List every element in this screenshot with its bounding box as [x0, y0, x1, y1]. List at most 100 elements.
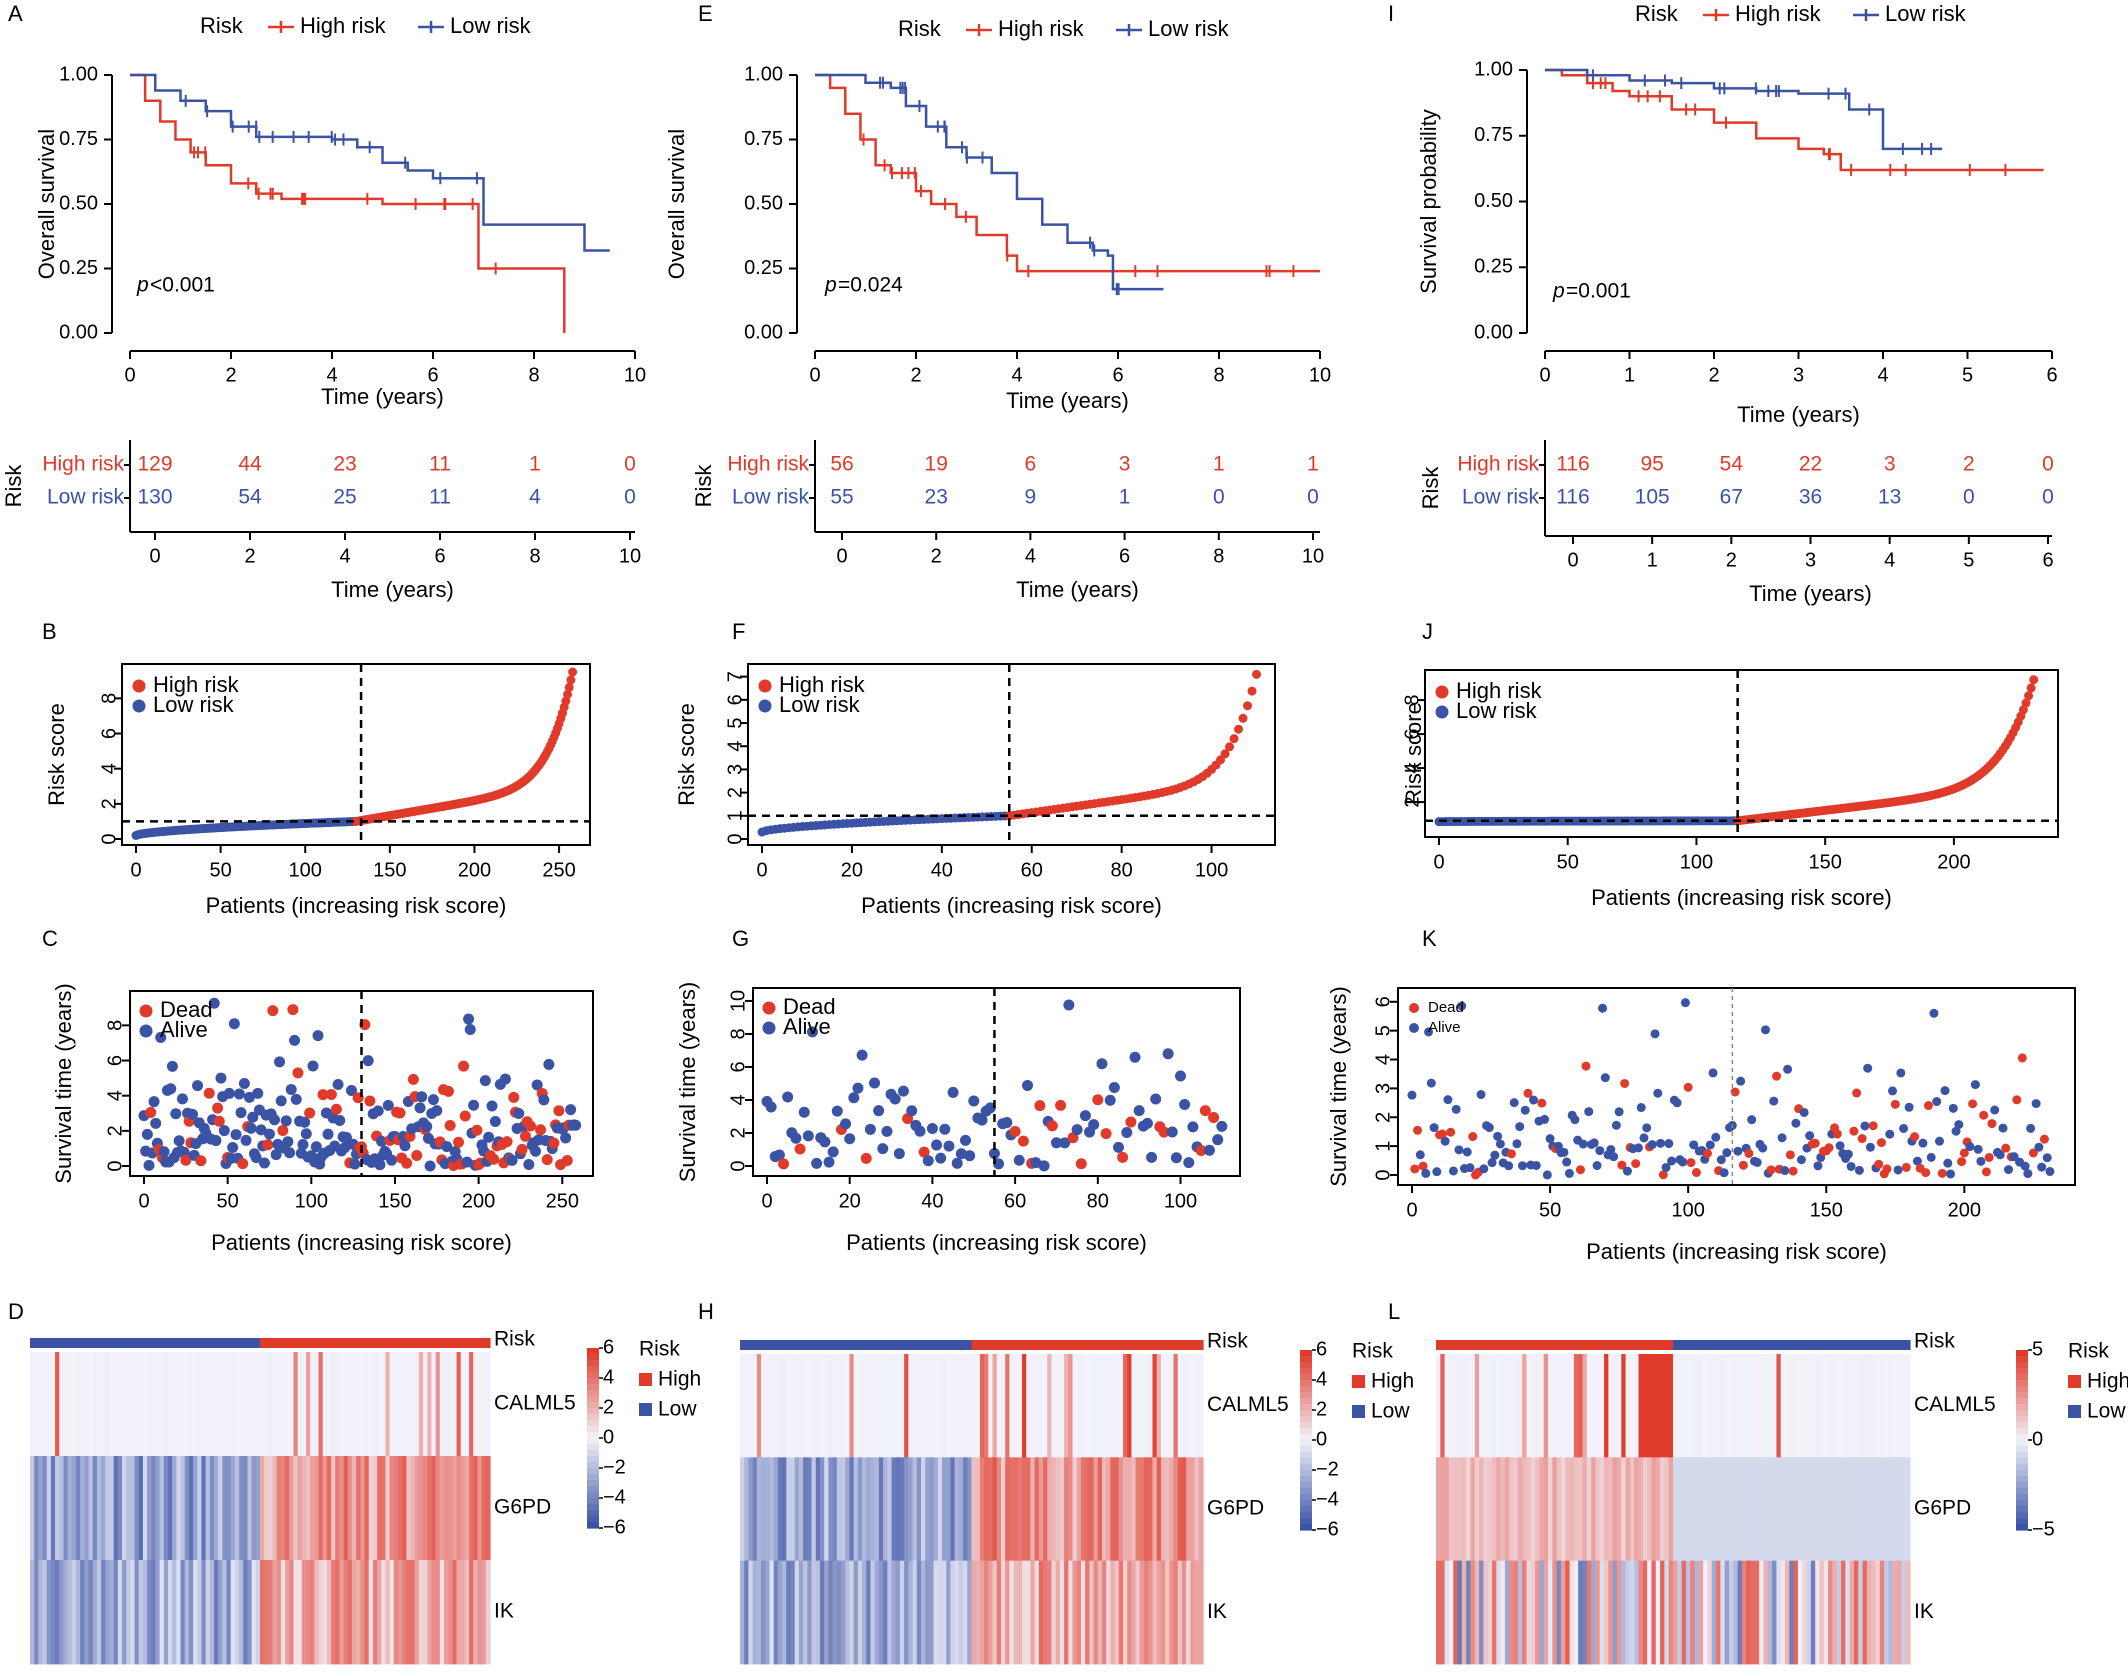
risk-bar-cell [226, 1338, 232, 1348]
legend-dot [1409, 1003, 1419, 1013]
status-point-alive [289, 1034, 301, 1046]
scale-bar-step [2016, 1428, 2028, 1435]
x-tick-label: 40 [921, 1190, 943, 1212]
status-point-alive [243, 1091, 255, 1103]
heatmap-cell [996, 1457, 1002, 1562]
heatmap-cell [1043, 1457, 1048, 1562]
heatmap-cell [460, 1560, 466, 1665]
heatmap-cell [756, 1560, 762, 1665]
heatmap-cell [761, 1560, 766, 1665]
legend-dot [758, 699, 772, 713]
heatmap-cell [381, 1456, 387, 1561]
heatmap-cell [301, 1560, 307, 1665]
status-point-alive [227, 1141, 239, 1153]
scale-bar-step [2016, 1422, 2028, 1429]
heatmap-cell [756, 1354, 762, 1458]
risk-bar-cell [1737, 1340, 1743, 1350]
heatmap-cell [117, 1456, 123, 1561]
heatmap-cell [904, 1354, 909, 1458]
heatmap-cell [473, 1456, 479, 1561]
heatmap-cell [1198, 1457, 1204, 1562]
status-point-dead [1195, 1144, 1207, 1156]
legend-label: Dead [783, 994, 836, 1019]
x-tick-label: 0 [130, 859, 141, 881]
status-point-alive [819, 1136, 831, 1148]
heatmap-cell [1461, 1354, 1467, 1458]
status-point-alive [2037, 1162, 2047, 1172]
status-point-alive [2026, 1123, 2036, 1133]
heatmap-cell [385, 1456, 391, 1561]
risk-bar-cell [777, 1340, 783, 1350]
table-cell-high: 0 [624, 453, 636, 476]
heatmap-cell [1677, 1457, 1683, 1562]
heatmap-cell [992, 1457, 998, 1562]
x-tick-label: 200 [462, 1190, 495, 1212]
heatmap-cell [1535, 1354, 1541, 1458]
status-point-alive [382, 1099, 394, 1111]
heatmap-cell [272, 1352, 278, 1457]
legend-swatch [2068, 1405, 2081, 1418]
heatmap-cell [1789, 1560, 1795, 1665]
heatmap-cell [293, 1456, 299, 1561]
status-point-dead [1581, 1061, 1591, 1071]
heatmap-cell [853, 1457, 859, 1562]
status-point-alive [299, 1116, 311, 1128]
heatmap-cell [201, 1352, 207, 1457]
heatmap-cell [752, 1457, 758, 1562]
heatmap-cell [326, 1560, 332, 1665]
heatmap-cell [435, 1352, 441, 1457]
status-point-dead [1868, 1121, 1878, 1131]
legend-label: High risk [1456, 678, 1543, 703]
heatmap-cell [1543, 1354, 1549, 1458]
heatmap-cell [138, 1560, 144, 1665]
heatmap-cell [1815, 1560, 1821, 1665]
status-point-dead [1158, 1126, 1170, 1138]
risk-bar-cell [1565, 1340, 1571, 1350]
heatmap-cell [142, 1560, 148, 1665]
heatmap-cell [887, 1457, 893, 1562]
status-point-alive [1096, 1058, 1108, 1070]
heatmap-cell [761, 1457, 766, 1562]
heatmap-cell [1000, 1354, 1006, 1458]
status-point-alive [802, 1130, 814, 1142]
risk-bar-cell [832, 1340, 838, 1350]
status-point-alive [210, 1135, 222, 1147]
heatmap-cell [1853, 1354, 1859, 1458]
status-point-alive [889, 1093, 901, 1105]
risk-bar-cell [427, 1338, 433, 1348]
heatmap-cell [1005, 1354, 1010, 1458]
heatmap-cell [1509, 1354, 1515, 1458]
status-point-alive [166, 1060, 178, 1072]
heatmap-cell [1750, 1560, 1756, 1665]
scale-bar-step [2016, 1356, 2028, 1363]
risk-bar-cell [1556, 1340, 1562, 1350]
heatmap-cell [1492, 1560, 1497, 1665]
heatmap-cell [925, 1354, 931, 1458]
status-point-alive [1614, 1107, 1624, 1117]
table-cell-high: 23 [333, 453, 356, 476]
heatmap-cell [168, 1352, 173, 1457]
scale-bar-step [1300, 1488, 1312, 1495]
risk-bar-cell [1474, 1340, 1480, 1350]
heatmap-cell [807, 1354, 813, 1458]
scale-bar-step [1300, 1422, 1312, 1429]
table-x-tick-label: 0 [1567, 549, 1578, 571]
risk-bar-cell [1131, 1340, 1137, 1350]
risk-bar-cell [1160, 1340, 1166, 1350]
heatmap-cell [1068, 1560, 1074, 1665]
heatmap-cell [1767, 1457, 1773, 1562]
heatmap-cell [1806, 1354, 1812, 1458]
risk-bar-cell [1858, 1340, 1864, 1350]
heatmap-cell [50, 1456, 56, 1561]
heatmap-cell [895, 1560, 901, 1665]
heatmap-cell [1444, 1354, 1450, 1458]
heatmap-cell [1181, 1354, 1187, 1458]
heatmap-cell [1085, 1457, 1090, 1562]
scale-bar-step [1300, 1392, 1312, 1399]
heatmap-cell [958, 1457, 964, 1562]
heatmap-cell [1055, 1560, 1061, 1665]
heatmap-cell [398, 1560, 403, 1665]
risk-bar-cell [1560, 1340, 1566, 1350]
heatmap-cell [828, 1457, 834, 1562]
status-point-alive [1509, 1098, 1519, 1108]
